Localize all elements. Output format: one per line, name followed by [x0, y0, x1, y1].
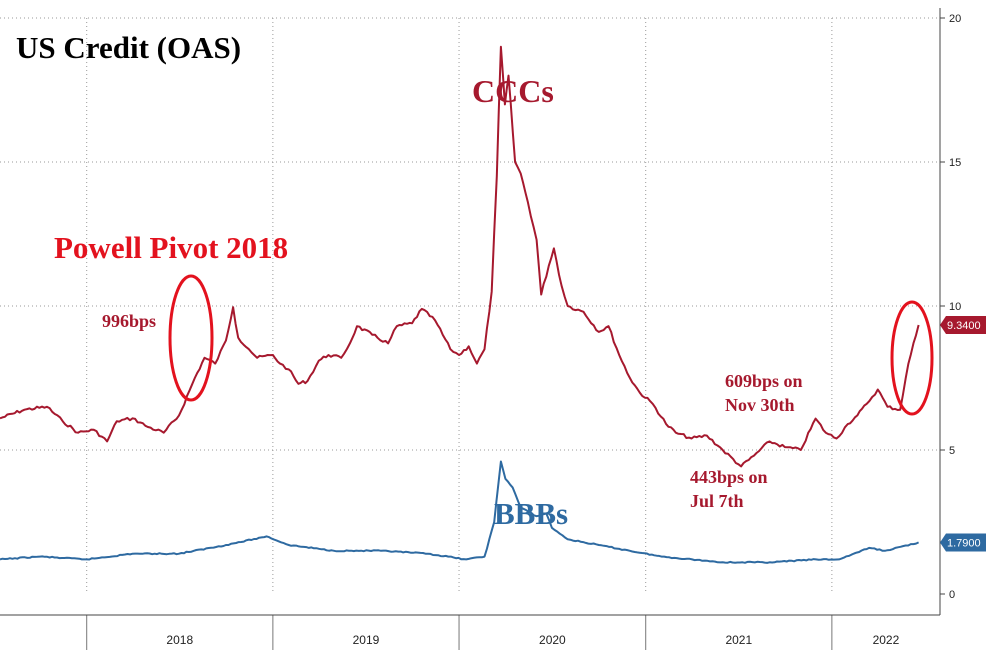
low-2021-annotation-line1: 443bps on [690, 467, 768, 487]
low-2021-annotation-line2: Jul 7th [690, 491, 744, 511]
bbb-series-label: BBBs [494, 496, 568, 531]
last-value-labels: 9.3400 1.7900 [940, 316, 986, 552]
y-tick-label: 15 [949, 157, 961, 169]
x-tick-label: 2019 [353, 633, 380, 647]
series-line-bbbs [0, 460, 920, 564]
recent-spike-circle [890, 300, 934, 416]
powell-pivot-circle [168, 274, 214, 402]
x-tick-label: 2020 [539, 633, 566, 647]
x-tick-label: 2018 [166, 633, 193, 647]
last-value-label: 1.7900 [947, 537, 981, 549]
x-tick-label: 2021 [725, 633, 752, 647]
powell-pivot-annotation: Powell Pivot 2018 [54, 230, 288, 265]
y-tick-label: 10 [949, 301, 961, 313]
gridlines [0, 17, 940, 594]
chart-title: US Credit (OAS) [16, 30, 241, 65]
x-tick-label: 2022 [873, 633, 900, 647]
y-tick-label: 0 [949, 589, 955, 601]
nov-2021-annotation-line1: 609bps on [725, 371, 803, 391]
last-value-label: 9.3400 [947, 320, 981, 332]
ccc-series-label: CCCs [472, 73, 554, 109]
series-lines [0, 45, 920, 564]
last-value-tag [940, 533, 986, 552]
nov-2021-annotation-line2: Nov 30th [725, 395, 795, 415]
series-line-cccs [0, 45, 920, 468]
axes: 0 5 10 15 20 2018 2019 2020 2021 2022 [0, 8, 961, 650]
peak-2018-annotation: 996bps [102, 311, 156, 331]
y-tick-label: 5 [949, 445, 955, 457]
last-value-tag [940, 316, 986, 335]
y-tick-label: 20 [949, 13, 961, 25]
